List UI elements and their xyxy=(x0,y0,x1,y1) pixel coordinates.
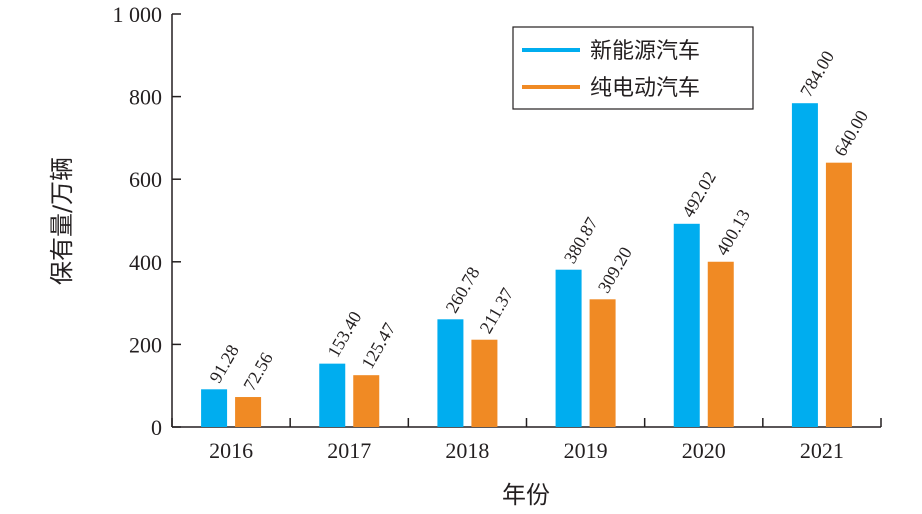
y-tick-label: 0 xyxy=(151,415,162,440)
data-label: 400.13 xyxy=(712,206,754,259)
data-label: 380.87 xyxy=(560,214,602,267)
x-axis-title: 年份 xyxy=(502,481,550,509)
y-tick-label: 200 xyxy=(129,332,162,357)
data-label: 125.47 xyxy=(357,319,399,372)
legend-label-pure-electric: 纯电动汽车 xyxy=(590,76,700,101)
legend: 新能源汽车 纯电动汽车 xyxy=(512,26,754,110)
y-ticks: 0 200 400 600 800 1 000 xyxy=(113,2,181,440)
x-tick-label: 2017 xyxy=(327,438,371,463)
bar xyxy=(471,339,498,427)
bar xyxy=(201,389,228,427)
y-tick-label: 1 000 xyxy=(113,2,163,27)
legend-box xyxy=(512,26,754,110)
x-ticks: 2016 2017 2018 2019 2020 2021 xyxy=(171,418,882,463)
legend-label-new-energy: 新能源汽车 xyxy=(590,39,700,64)
x-tick-label: 2021 xyxy=(800,438,844,463)
bar xyxy=(589,299,616,427)
data-label: 260.78 xyxy=(442,263,484,316)
bar xyxy=(235,397,262,427)
bar xyxy=(437,319,464,427)
y-axis-title: 保有量/万辆 xyxy=(48,157,76,285)
data-label: 784.00 xyxy=(796,47,838,100)
data-label: 72.56 xyxy=(239,349,277,394)
bar xyxy=(791,103,818,427)
bar xyxy=(353,375,380,427)
data-label: 492.02 xyxy=(678,168,720,221)
x-tick-label: 2016 xyxy=(209,438,253,463)
bars xyxy=(201,103,852,427)
x-tick-label: 2020 xyxy=(682,438,726,463)
bar xyxy=(825,162,852,427)
data-label: 309.20 xyxy=(594,243,636,296)
data-label: 211.37 xyxy=(476,284,518,336)
y-tick-label: 400 xyxy=(129,250,162,275)
x-tick-label: 2019 xyxy=(564,438,608,463)
bar xyxy=(673,223,700,427)
bar xyxy=(319,363,346,427)
bar xyxy=(707,261,734,427)
x-tick-label: 2018 xyxy=(445,438,489,463)
data-label: 640.00 xyxy=(830,107,872,160)
y-tick-label: 600 xyxy=(129,167,162,192)
y-tick-label: 800 xyxy=(129,85,162,110)
data-label: 153.40 xyxy=(323,308,365,361)
bar xyxy=(555,269,582,427)
data-label: 91.28 xyxy=(205,341,243,386)
